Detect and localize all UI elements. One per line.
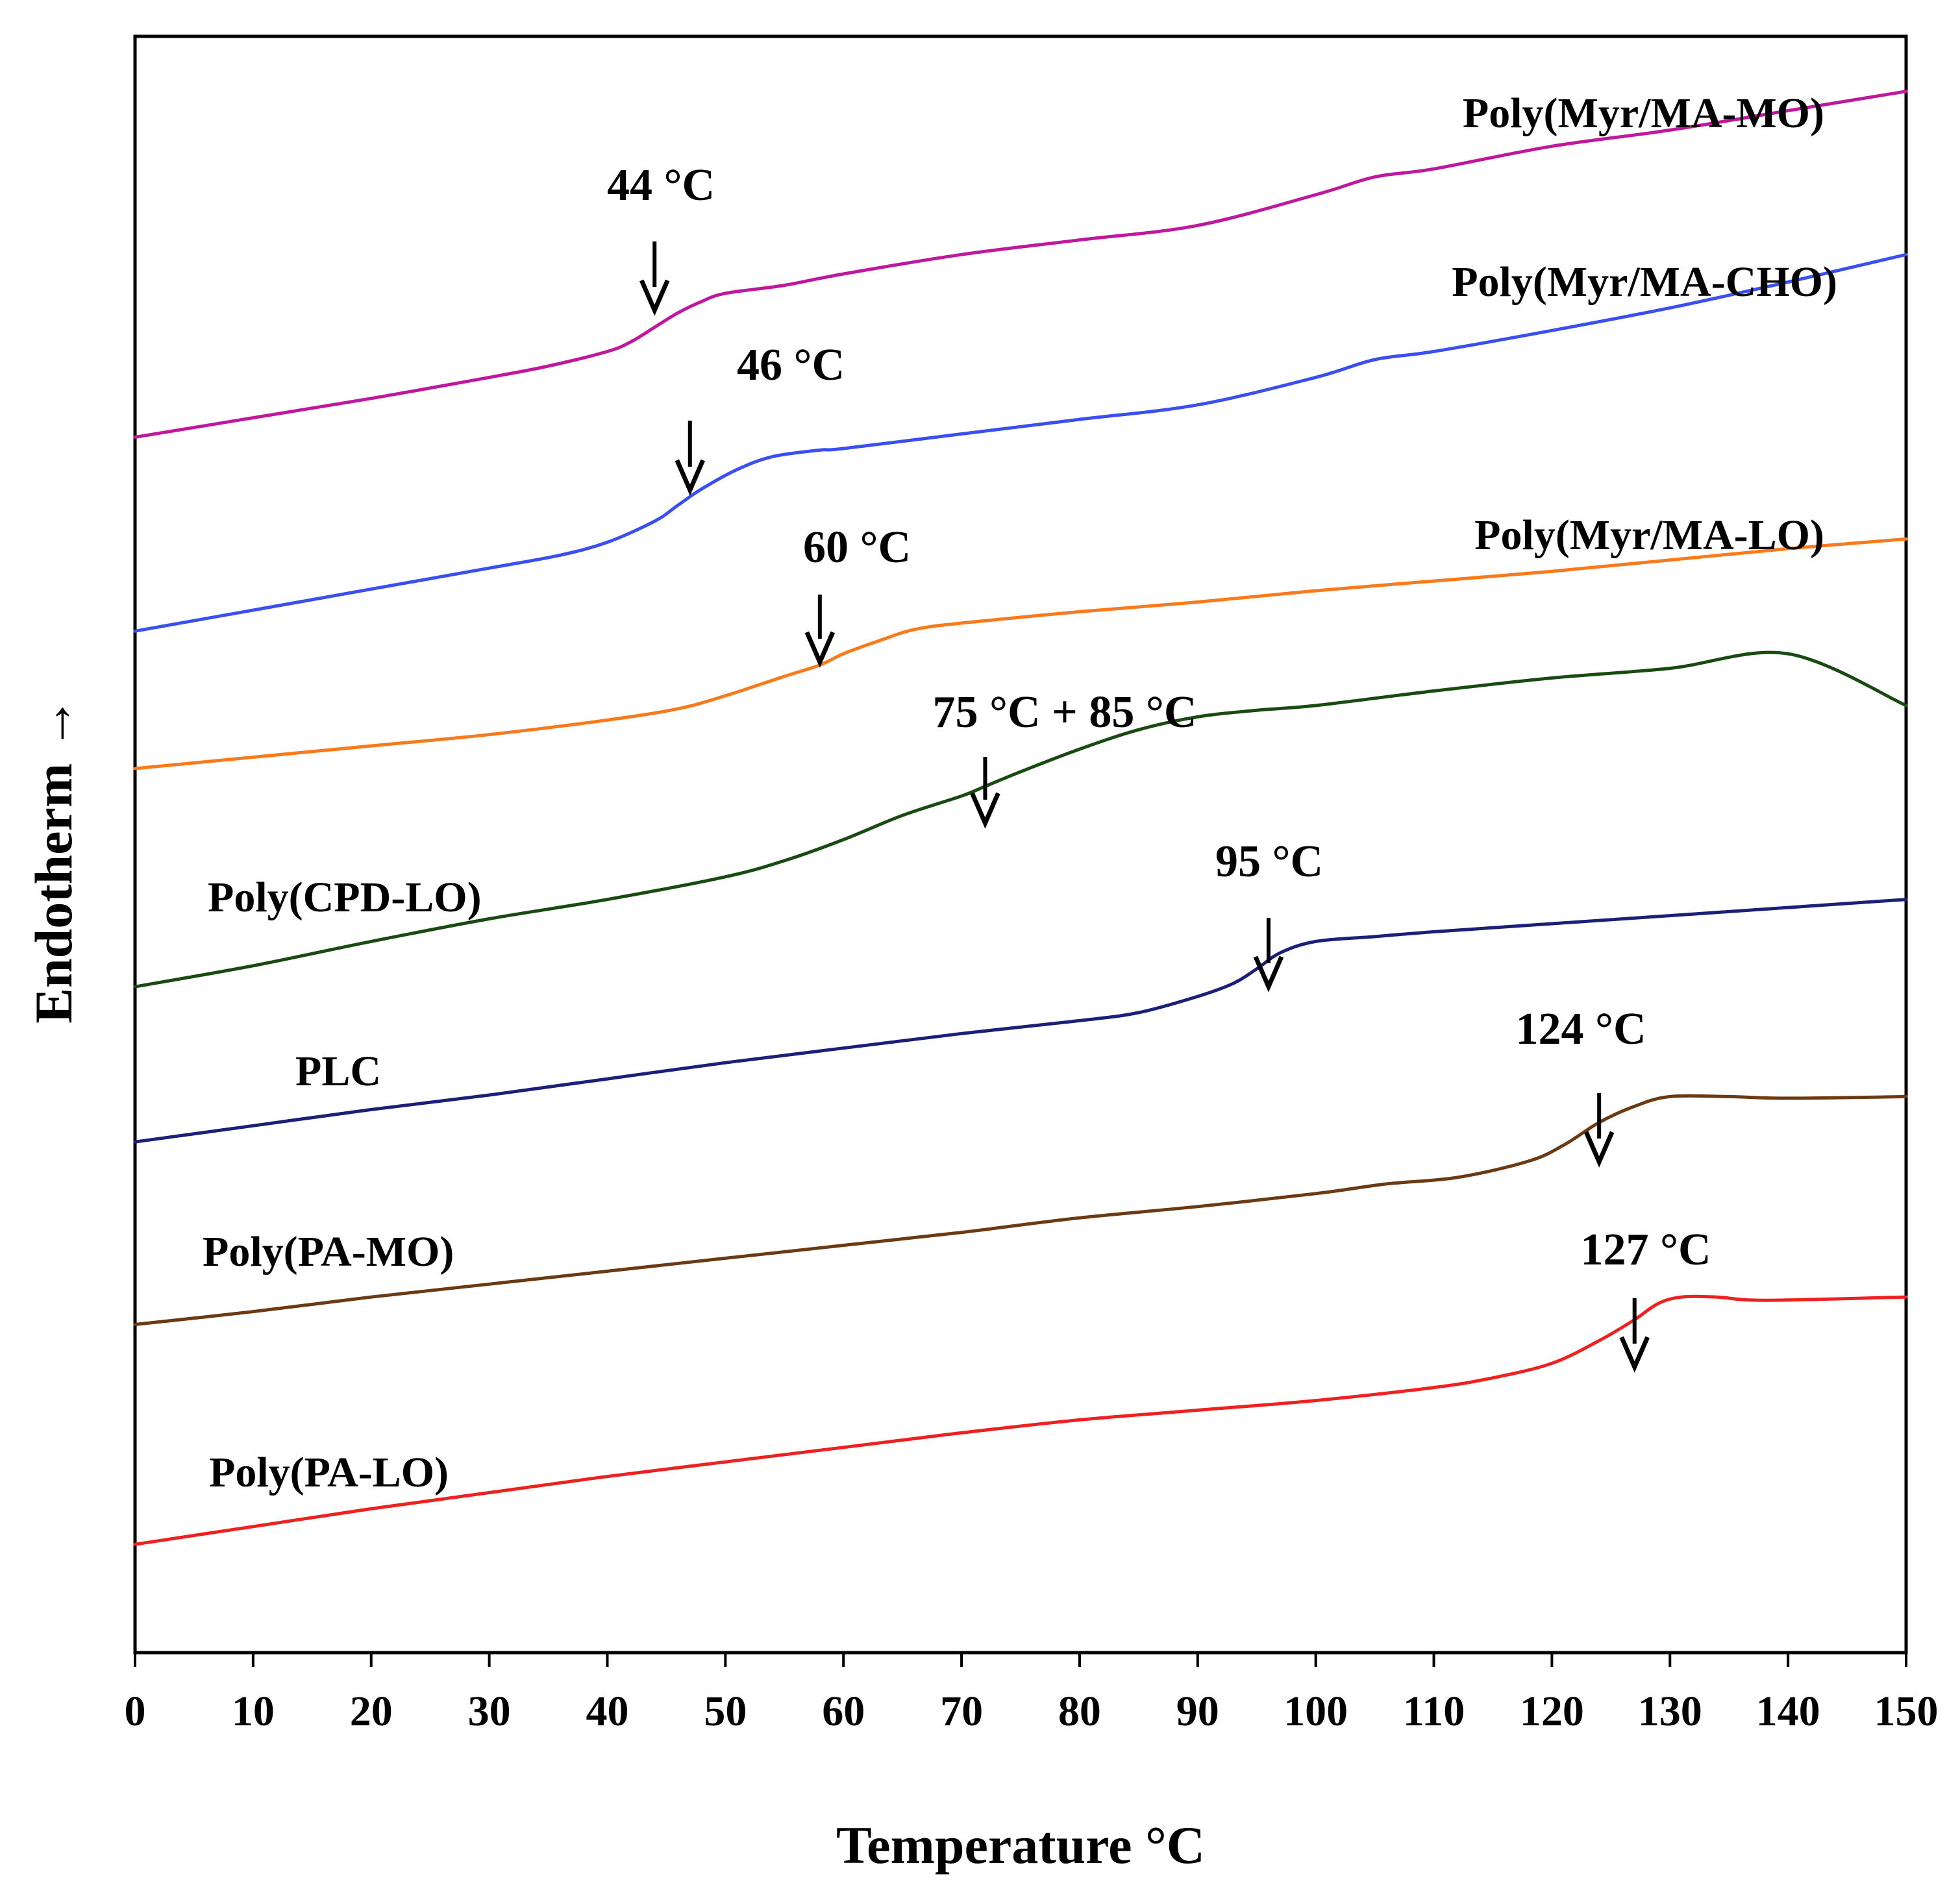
curve-poly-myr-ma-mo bbox=[133, 90, 1908, 439]
x-tick-label: 10 bbox=[232, 1688, 275, 1735]
curve-poly-pa-lo bbox=[133, 1294, 1908, 1546]
x-tick-label: 100 bbox=[1284, 1688, 1348, 1735]
arrow-down-icon bbox=[675, 459, 705, 496]
tg-annotation-label: 95 °C bbox=[1215, 837, 1323, 887]
x-tick-label: 120 bbox=[1520, 1688, 1584, 1735]
x-tick-label: 110 bbox=[1403, 1688, 1465, 1735]
x-tick-label: 130 bbox=[1638, 1688, 1702, 1735]
tg-annotation-label: 60 °C bbox=[803, 523, 911, 573]
y-axis-title: Endotherm → bbox=[24, 696, 83, 1023]
x-tick-label: 150 bbox=[1874, 1688, 1939, 1735]
x-tick-label: 80 bbox=[1058, 1688, 1101, 1735]
x-tick-label: 90 bbox=[1176, 1688, 1219, 1735]
series-label-plc: PLC bbox=[295, 1048, 381, 1095]
series-label-poly-cpd-lo: Poly(CPD-LO) bbox=[208, 874, 482, 921]
tg-annotation-label: 46 °C bbox=[737, 340, 845, 390]
curve-poly-cpd-lo bbox=[133, 650, 1908, 989]
x-tick-label: 70 bbox=[940, 1688, 983, 1735]
tg-annotation-label: 75 °C + 85 °C bbox=[933, 687, 1197, 737]
tg-annotation-label: 127 °C bbox=[1580, 1225, 1711, 1275]
x-tick-label: 60 bbox=[822, 1688, 865, 1735]
series-label-poly-pa-lo: Poly(PA-LO) bbox=[209, 1449, 449, 1496]
annotations-group: 44 °C 46 °C 60 °C 75 °C + 85 °C 95 °C 124 °C 1… bbox=[607, 160, 1711, 1373]
x-tick-label: 0 bbox=[125, 1688, 146, 1735]
tg-annotation-label: 44 °C bbox=[607, 160, 715, 210]
arrow-down-icon bbox=[1619, 1336, 1650, 1373]
arrow-down-icon bbox=[970, 792, 1000, 829]
tg-annotation-label: 124 °C bbox=[1515, 1004, 1646, 1054]
series-label-poly-myr-ma-lo: Poly(Myr/MA-LO) bbox=[1474, 511, 1824, 559]
x-tick-label: 140 bbox=[1756, 1688, 1820, 1735]
series-label-poly-myr-ma-mo: Poly(Myr/MA-MO) bbox=[1463, 90, 1824, 137]
x-tick-label: 40 bbox=[586, 1688, 628, 1735]
series-labels-group: Poly(Myr/MA-MO) Poly(Myr/MA-CHO) Poly(Myr/… bbox=[203, 90, 1837, 1496]
arrow-down-icon bbox=[639, 279, 670, 316]
x-tick-label: 50 bbox=[704, 1688, 747, 1735]
curve-poly-myr-ma-lo bbox=[133, 537, 1908, 770]
curve-poly-pa-mo bbox=[133, 1094, 1908, 1326]
series-label-poly-pa-mo: Poly(PA-MO) bbox=[203, 1228, 454, 1275]
arrow-down-icon bbox=[1253, 955, 1284, 992]
x-tick-label: 30 bbox=[468, 1688, 511, 1735]
curve-plc bbox=[133, 898, 1908, 1144]
series-label-poly-myr-ma-cho: Poly(Myr/MA-CHO) bbox=[1452, 258, 1837, 306]
plot-frame bbox=[133, 34, 1908, 1655]
x-axis: 0 10 20 30 40 50 60 70 80 90 100 110 120 130 140 150 bbox=[125, 1653, 1939, 1735]
x-axis-title: Temperature °C bbox=[836, 1816, 1205, 1875]
arrow-down-icon bbox=[1583, 1131, 1615, 1168]
x-tick-label: 20 bbox=[350, 1688, 393, 1735]
arrow-down-icon bbox=[804, 631, 836, 668]
curves-group bbox=[133, 90, 1908, 1546]
curve-poly-myr-ma-cho bbox=[133, 253, 1908, 633]
